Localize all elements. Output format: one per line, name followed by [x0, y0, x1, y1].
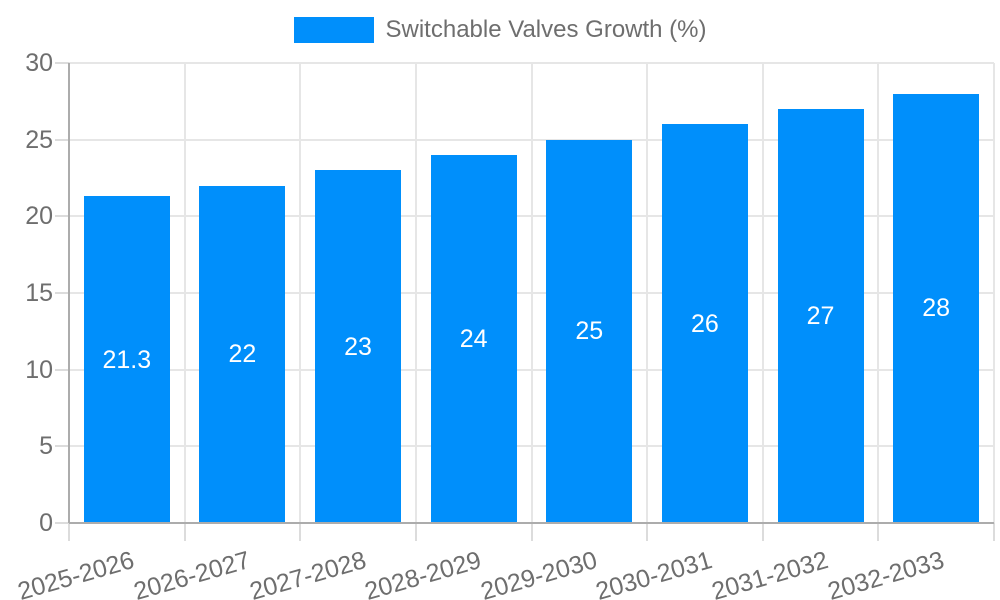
x-gridline	[646, 63, 649, 523]
y-axis-tick-label: 25	[25, 125, 53, 154]
y-axis-tick-label: 0	[39, 509, 53, 537]
x-tick-mark	[414, 523, 417, 541]
x-axis-tick-label: 2027-2028	[246, 546, 369, 600]
x-axis-tick-label: 2025-2026	[14, 546, 138, 600]
x-gridline	[993, 63, 995, 523]
y-tick-mark	[55, 368, 69, 371]
x-tick-mark	[993, 523, 995, 541]
y-tick-mark	[55, 138, 69, 141]
y-tick-mark	[55, 215, 69, 218]
y-axis-tick-label: 10	[25, 355, 53, 384]
x-gridline	[414, 63, 417, 523]
x-tick-mark	[877, 523, 880, 541]
y-axis-tick-label: 30	[25, 49, 53, 77]
x-gridline	[877, 63, 880, 523]
bar-2032-2033[interactable]	[893, 93, 980, 523]
x-gridline	[530, 63, 533, 523]
bar-2028-2029[interactable]	[430, 155, 517, 523]
x-axis-tick-label: 2026-2027	[130, 546, 254, 600]
x-axis-tick-label: 2028-2029	[361, 546, 485, 600]
y-tick-mark	[55, 445, 69, 448]
x-axis-tick-label: 2030-2031	[593, 546, 716, 600]
x-gridline	[183, 63, 186, 523]
x-tick-mark	[530, 523, 533, 541]
y-tick-mark	[55, 292, 69, 294]
x-gridline	[761, 63, 764, 523]
x-axis-tick-label: 2029-2030	[477, 546, 601, 600]
x-tick-mark	[68, 523, 70, 541]
legend-label: Switchable Valves Growth (%)	[385, 16, 707, 43]
y-axis-tick-label: 20	[25, 202, 53, 231]
x-axis-line	[69, 522, 994, 524]
y-tick-mark	[55, 62, 69, 64]
bar-2025-2026[interactable]	[83, 196, 170, 523]
bar-2031-2032[interactable]	[777, 109, 864, 523]
x-tick-mark	[183, 523, 186, 541]
chart-legend[interactable]: Switchable Valves Growth (%)	[0, 16, 1000, 44]
bar-2030-2031[interactable]	[661, 124, 748, 523]
x-tick-mark	[646, 523, 649, 541]
bar-2027-2028[interactable]	[315, 170, 402, 523]
x-tick-mark	[299, 523, 302, 541]
y-axis-tick-label: 15	[25, 279, 53, 307]
x-axis-tick-label: 2031-2032	[708, 546, 832, 600]
legend-color-swatch	[293, 17, 374, 43]
bar-2026-2027[interactable]	[199, 185, 286, 523]
y-tick-mark	[55, 522, 69, 524]
x-axis-tick-label: 2032-2033	[824, 546, 947, 600]
bar-2029-2030[interactable]	[546, 139, 633, 523]
x-gridline	[299, 63, 302, 523]
y-axis-line	[68, 63, 70, 523]
x-tick-mark	[761, 523, 764, 541]
y-axis-tick-label: 5	[39, 432, 53, 461]
